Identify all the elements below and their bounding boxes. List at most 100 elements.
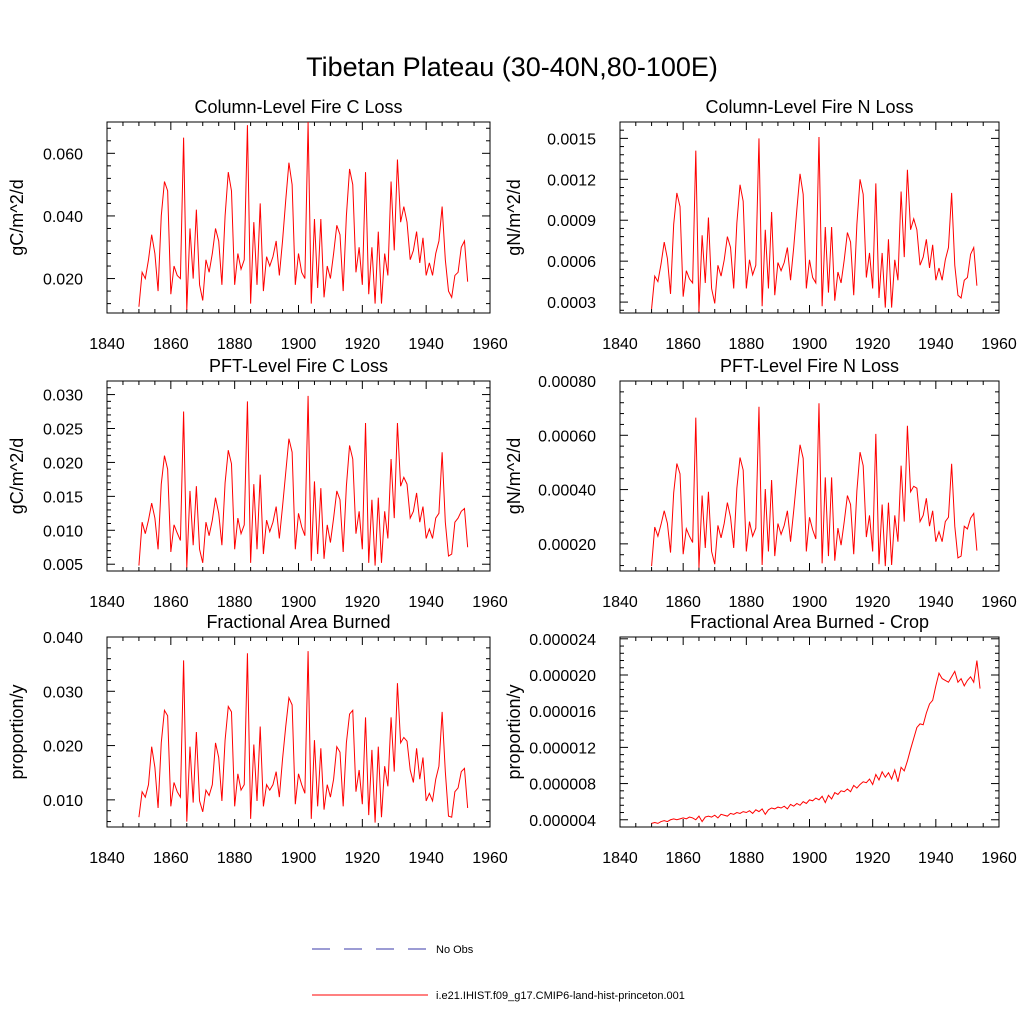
y-tick-label: 0.00040 bbox=[538, 483, 596, 500]
series-line-fractional-area-burned-crop bbox=[651, 660, 981, 824]
y-tick-label: 0.000004 bbox=[529, 813, 596, 830]
x-tick-label: 1860 bbox=[153, 850, 189, 867]
y-axis-label: gC/m^2/d bbox=[7, 438, 27, 514]
y-tick-label: 0.000024 bbox=[529, 632, 596, 649]
plot-frame bbox=[619, 380, 1000, 572]
x-tick-label: 1900 bbox=[792, 850, 828, 867]
y-tick-label: 0.00080 bbox=[538, 374, 596, 391]
x-tick-label: 1880 bbox=[217, 850, 253, 867]
x-tick-label: 1840 bbox=[89, 594, 125, 611]
legend: No Obs i.e21.IHIST.f09_g17.CMIP6-land-hi… bbox=[312, 944, 685, 1002]
y-tick-label: 0.010 bbox=[43, 523, 83, 540]
y-tick-label: 0.015 bbox=[43, 489, 83, 506]
y-tick-label: 0.0003 bbox=[547, 295, 596, 312]
x-tick-label: 1960 bbox=[981, 850, 1017, 867]
y-tick-label: 0.00060 bbox=[538, 428, 596, 445]
series-line-pft-level-fire-n-loss bbox=[651, 403, 978, 568]
plot-frame bbox=[106, 121, 491, 314]
y-tick-label: 0.0006 bbox=[547, 254, 596, 271]
x-tick-label: 1860 bbox=[153, 336, 189, 353]
x-tick-label: 1840 bbox=[602, 594, 638, 611]
x-tick-label: 1880 bbox=[729, 594, 765, 611]
panel-title: Fractional Area Burned - Crop bbox=[690, 612, 929, 632]
x-tick-label: 1880 bbox=[217, 336, 253, 353]
x-tick-label: 1960 bbox=[981, 336, 1017, 353]
plot-frame bbox=[619, 636, 1000, 828]
x-tick-label: 1900 bbox=[792, 594, 828, 611]
y-tick-label: 0.030 bbox=[43, 684, 83, 701]
x-tick-label: 1940 bbox=[408, 336, 444, 353]
x-tick-label: 1880 bbox=[729, 850, 765, 867]
y-tick-label: 0.040 bbox=[43, 630, 83, 647]
x-tick-label: 1840 bbox=[89, 336, 125, 353]
y-tick-label: 0.0015 bbox=[547, 131, 596, 148]
x-tick-label: 1880 bbox=[217, 594, 253, 611]
legend-label-no-obs: No Obs bbox=[436, 944, 474, 956]
panel-title: Column-Level Fire N Loss bbox=[705, 97, 913, 117]
x-tick-label: 1920 bbox=[345, 594, 381, 611]
x-tick-label: 1960 bbox=[472, 850, 508, 867]
y-tick-label: 0.000012 bbox=[529, 740, 596, 757]
x-tick-label: 1920 bbox=[345, 850, 381, 867]
y-tick-label: 0.040 bbox=[43, 209, 83, 226]
panel-pft-level-fire-c-loss: 1840 1860 1880 1900 1920 1940 1960 0.005 0.010 0.… bbox=[7, 356, 508, 611]
x-tick-label: 1920 bbox=[855, 336, 891, 353]
series-line-column-level-fire-n-loss bbox=[651, 136, 978, 312]
panel-column-level-fire-c-loss: 1840 1860 1880 1900 1920 1940 1960 0.020 0.040 0.… bbox=[7, 97, 508, 353]
x-tick-label: 1920 bbox=[345, 336, 381, 353]
legend-label-model: i.e21.IHIST.f09_g17.CMIP6-land-hist-prin… bbox=[436, 990, 685, 1002]
x-tick-label: 1940 bbox=[918, 850, 954, 867]
y-tick-label: 0.000016 bbox=[529, 704, 596, 721]
y-tick-label: 0.025 bbox=[43, 422, 83, 439]
x-tick-label: 1840 bbox=[602, 850, 638, 867]
panel-title: PFT-Level Fire C Loss bbox=[209, 356, 388, 376]
figure-title: Tibetan Plateau (30-40N,80-100E) bbox=[306, 52, 718, 82]
y-tick-label: 0.0009 bbox=[547, 213, 596, 230]
x-tick-label: 1940 bbox=[408, 850, 444, 867]
x-tick-label: 1960 bbox=[472, 594, 508, 611]
x-tick-label: 1840 bbox=[89, 850, 125, 867]
x-tick-label: 1920 bbox=[855, 850, 891, 867]
y-axis-label: proportion/y bbox=[504, 684, 524, 779]
panel-column-level-fire-n-loss: 1840 1860 1880 1900 1920 1940 1960 0.0003 0.0006… bbox=[504, 97, 1017, 353]
x-tick-label: 1960 bbox=[472, 336, 508, 353]
y-tick-label: 0.020 bbox=[43, 739, 83, 756]
x-tick-label: 1960 bbox=[981, 594, 1017, 611]
y-tick-label: 0.020 bbox=[43, 272, 83, 289]
y-tick-label: 0.000020 bbox=[529, 668, 596, 685]
y-axis-label: proportion/y bbox=[7, 684, 27, 779]
plot-frame bbox=[619, 121, 1000, 314]
series-line-fractional-area-burned bbox=[138, 651, 469, 823]
x-tick-label: 1900 bbox=[281, 594, 317, 611]
y-tick-label: 0.030 bbox=[43, 388, 83, 405]
x-tick-label: 1900 bbox=[792, 336, 828, 353]
x-tick-label: 1860 bbox=[665, 594, 701, 611]
y-tick-label: 0.005 bbox=[43, 557, 83, 574]
y-axis-label: gN/m^2/d bbox=[504, 179, 524, 255]
panel-title: Fractional Area Burned bbox=[206, 612, 390, 632]
panel-pft-level-fire-n-loss: 1840 1860 1880 1900 1920 1940 1960 0.00020 0.000… bbox=[504, 356, 1017, 611]
x-tick-label: 1940 bbox=[918, 336, 954, 353]
x-tick-label: 1940 bbox=[918, 594, 954, 611]
panel-title: PFT-Level Fire N Loss bbox=[720, 356, 899, 376]
panel-fractional-area-burned: 1840 1860 1880 1900 1920 1940 1960 0.010 0.020 0.… bbox=[7, 612, 508, 867]
x-tick-label: 1900 bbox=[281, 850, 317, 867]
plot-frame bbox=[106, 380, 491, 572]
x-tick-label: 1860 bbox=[665, 336, 701, 353]
y-axis-label: gC/m^2/d bbox=[7, 179, 27, 255]
x-tick-label: 1860 bbox=[665, 850, 701, 867]
y-tick-label: 0.00020 bbox=[538, 537, 596, 554]
x-tick-label: 1900 bbox=[281, 336, 317, 353]
y-tick-label: 0.010 bbox=[43, 793, 83, 810]
panel-fractional-area-burned-crop: 1840 1860 1880 1900 1920 1940 1960 0.000004 0.00… bbox=[504, 612, 1017, 867]
x-tick-label: 1940 bbox=[408, 594, 444, 611]
x-tick-label: 1880 bbox=[729, 336, 765, 353]
x-tick-label: 1840 bbox=[602, 336, 638, 353]
y-tick-label: 0.060 bbox=[43, 146, 83, 163]
y-axis-label: gN/m^2/d bbox=[504, 438, 524, 514]
x-tick-label: 1860 bbox=[153, 594, 189, 611]
y-tick-label: 0.020 bbox=[43, 455, 83, 472]
x-tick-label: 1920 bbox=[855, 594, 891, 611]
series-line-column-level-fire-c-loss bbox=[138, 121, 469, 310]
y-tick-label: 0.0012 bbox=[547, 172, 596, 189]
